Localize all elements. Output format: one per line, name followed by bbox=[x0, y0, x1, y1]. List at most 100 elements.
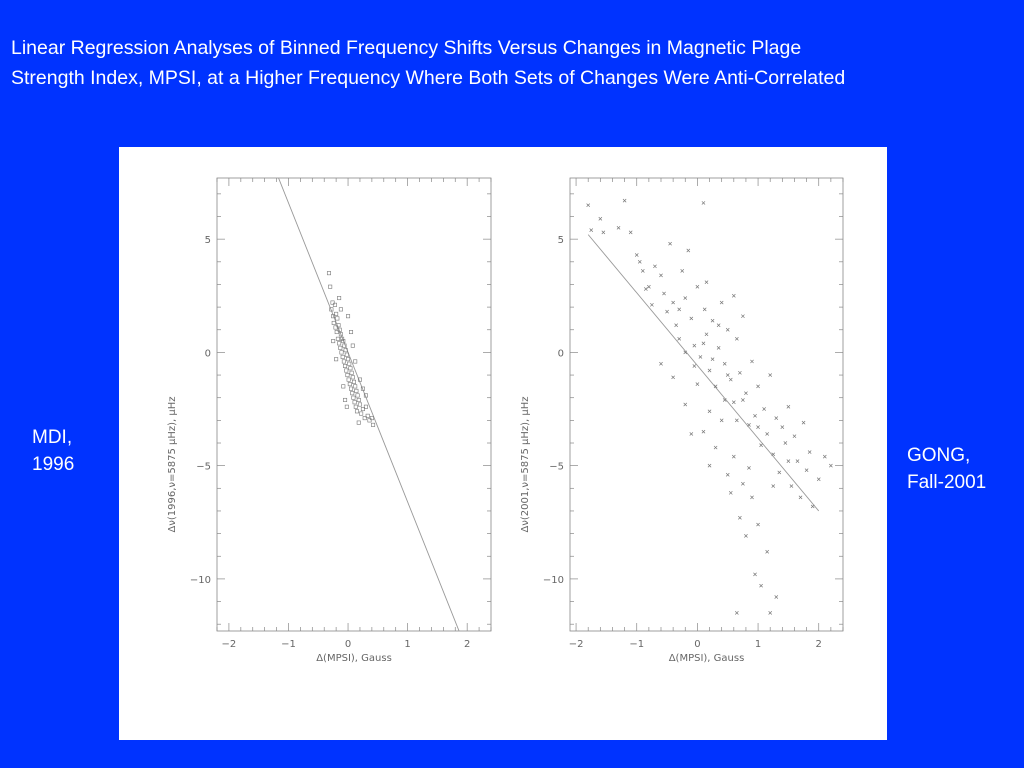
mdi-data-point bbox=[357, 402, 362, 407]
gong-data-point bbox=[765, 549, 770, 554]
gong-data-point bbox=[728, 377, 733, 382]
gong-data-point bbox=[744, 534, 748, 538]
gong-data-point bbox=[716, 323, 721, 328]
gong-data-point bbox=[744, 391, 748, 396]
mdi-data-point bbox=[336, 323, 341, 328]
mdi-label-line-1: MDI, bbox=[32, 427, 73, 448]
gong-data-point bbox=[701, 201, 706, 205]
gong-data-point bbox=[783, 441, 788, 445]
gong-data-point bbox=[677, 336, 682, 341]
gong-data-point bbox=[741, 314, 745, 319]
gong-data-point bbox=[731, 293, 736, 298]
gong-data-point bbox=[756, 384, 760, 389]
gong-x-tick-label: −1 bbox=[629, 639, 644, 650]
gong-data-point bbox=[671, 300, 675, 305]
gong-data-point bbox=[725, 472, 730, 477]
gong-data-point bbox=[686, 248, 691, 253]
mdi-data-point bbox=[359, 411, 364, 416]
gong-data-point bbox=[689, 316, 694, 321]
mdi-data-point bbox=[353, 384, 358, 389]
mdi-data-point bbox=[343, 348, 348, 353]
mdi-data-point bbox=[340, 336, 345, 341]
gong-data-point bbox=[650, 302, 654, 307]
gong-data-point bbox=[695, 284, 700, 289]
gong-label-line-1: GONG, bbox=[907, 445, 971, 466]
mdi-data-point bbox=[360, 407, 365, 412]
mdi-data-point bbox=[344, 352, 349, 357]
mdi-data-point bbox=[350, 375, 355, 380]
mdi-data-point bbox=[347, 361, 352, 366]
gong-data-point bbox=[674, 323, 679, 328]
gong-data-point bbox=[683, 402, 688, 407]
mdi-data-point bbox=[333, 325, 338, 330]
gong-data-point bbox=[747, 423, 751, 427]
gong-data-point bbox=[683, 296, 688, 300]
gong-data-point bbox=[622, 198, 627, 203]
mdi-data-point bbox=[334, 330, 339, 335]
gong-data-point bbox=[753, 413, 757, 418]
gong-data-point bbox=[713, 445, 718, 450]
gong-data-point bbox=[628, 230, 633, 235]
mdi-data-point bbox=[353, 359, 358, 364]
gong-y-tick-label: −5 bbox=[549, 462, 564, 473]
mdi-data-point bbox=[341, 339, 346, 344]
mdi-data-point bbox=[337, 296, 342, 301]
gong-data-point bbox=[637, 259, 642, 264]
gong-data-point bbox=[768, 373, 773, 377]
gong-data-point bbox=[731, 454, 736, 459]
slide-title: Linear Regression Analyses of Binned Fre… bbox=[11, 33, 1016, 93]
gong-data-point bbox=[692, 364, 697, 368]
gong-data-point bbox=[725, 327, 730, 332]
gong-data-point bbox=[659, 361, 663, 366]
mdi-data-point bbox=[334, 357, 339, 362]
gong-data-point bbox=[616, 225, 621, 230]
gong-data-point bbox=[738, 370, 742, 375]
gong-label: GONG, Fall-2001 bbox=[907, 442, 986, 496]
gong-data-point bbox=[734, 611, 739, 615]
gong-data-point bbox=[798, 495, 803, 500]
gong-data-point bbox=[659, 273, 663, 278]
mdi-data-point bbox=[353, 404, 358, 409]
mdi-data-point bbox=[341, 359, 346, 364]
mdi-y-tick-label: 5 bbox=[205, 235, 211, 246]
mdi-data-point bbox=[367, 418, 372, 423]
gong-data-point bbox=[801, 420, 806, 425]
mdi-data-point bbox=[341, 384, 346, 389]
gong-data-point bbox=[768, 611, 773, 615]
gong-data-point bbox=[795, 459, 800, 463]
gong-data-point bbox=[741, 481, 745, 486]
mdi-y-tick-label: −5 bbox=[196, 462, 211, 473]
gong-data-point bbox=[810, 504, 815, 509]
gong-data-point bbox=[671, 375, 675, 380]
slide-title-line-2: Strength Index, MPSI, at a Higher Freque… bbox=[11, 67, 846, 89]
mdi-data-point bbox=[331, 339, 336, 344]
gong-data-point bbox=[601, 230, 606, 235]
gong-data-point bbox=[759, 583, 763, 588]
gong-y-tick-label: −10 bbox=[543, 575, 564, 586]
mdi-y-tick-label: −10 bbox=[190, 575, 211, 586]
gong-data-point bbox=[789, 484, 794, 488]
gong-data-point bbox=[589, 228, 594, 232]
gong-data-point bbox=[765, 432, 770, 436]
gong-fit-line bbox=[587, 234, 820, 512]
mdi-data-point bbox=[365, 413, 370, 418]
mdi-data-point bbox=[344, 368, 349, 373]
mdi-data-point bbox=[328, 284, 333, 289]
mdi-x-tick-label: −1 bbox=[281, 639, 296, 650]
gong-data-point bbox=[692, 343, 697, 348]
gong-data-point bbox=[750, 495, 754, 500]
gong-data-point bbox=[653, 264, 657, 269]
gong-data-point bbox=[804, 468, 809, 473]
scatter-plots-figure: −2 −1 0 1 250−5−10Δ(MPSI), GaussΔν(1996,ν=58… bbox=[167, 177, 844, 664]
mdi-data-point bbox=[363, 393, 368, 398]
mdi-data-point bbox=[363, 404, 368, 409]
gong-data-point bbox=[747, 466, 751, 470]
gong-x-axis-label: Δ(MPSI), Gauss bbox=[669, 653, 745, 664]
mdi-data-point bbox=[356, 397, 361, 402]
gong-data-point bbox=[702, 307, 707, 312]
gong-data-point bbox=[695, 382, 700, 386]
mdi-data-point bbox=[349, 386, 354, 391]
mdi-data-point bbox=[346, 314, 351, 319]
gong-data-point bbox=[734, 418, 739, 423]
mdi-data-point bbox=[348, 366, 353, 371]
